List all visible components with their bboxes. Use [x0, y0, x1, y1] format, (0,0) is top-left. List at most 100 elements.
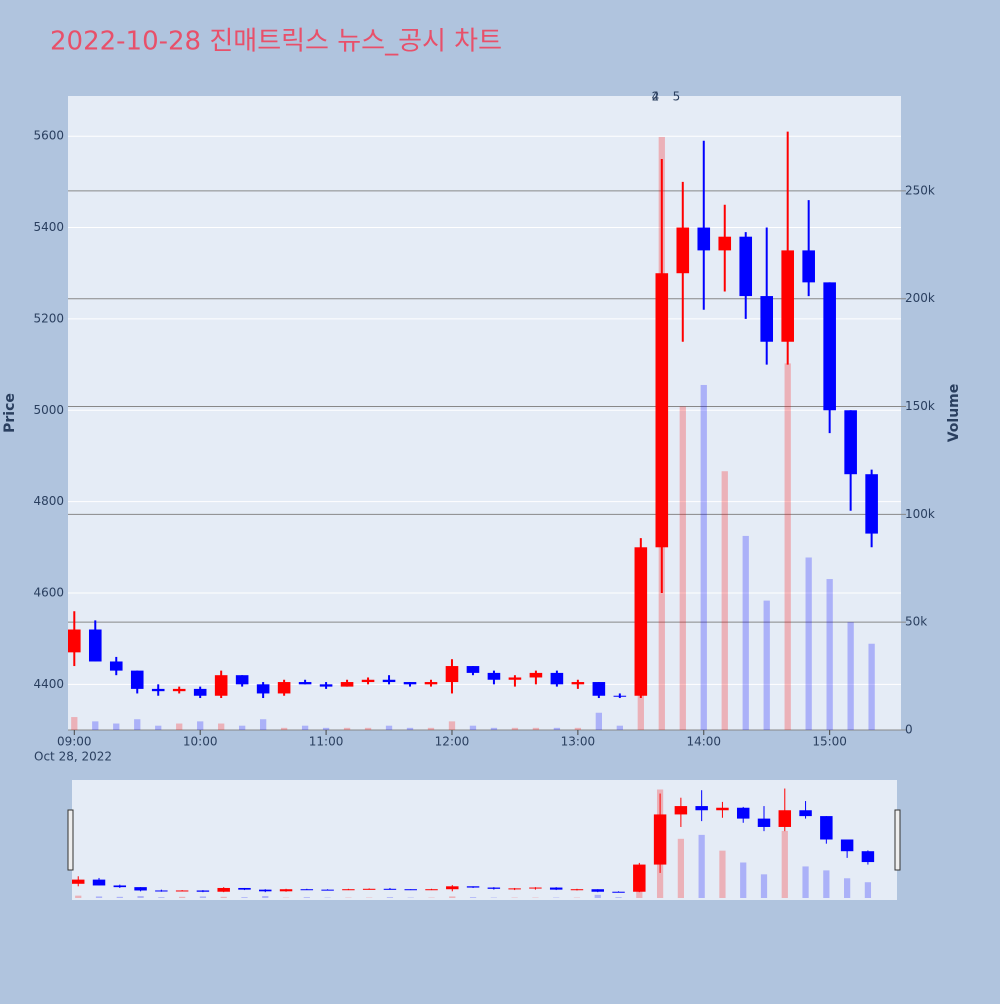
volume-bar	[344, 728, 350, 730]
candle-body	[194, 689, 207, 696]
volume-bar	[470, 726, 476, 730]
candle-body	[341, 682, 354, 687]
y-tick-label: 5400	[33, 220, 64, 234]
slider-candle-body	[155, 890, 167, 891]
candle-body	[236, 675, 249, 684]
slider-candle-body	[467, 886, 479, 887]
volume-bar	[764, 601, 770, 730]
candle-body	[739, 237, 752, 296]
candle-body	[257, 684, 270, 693]
volume-bar	[218, 724, 224, 730]
candle-body	[760, 296, 773, 342]
slider-candle-body	[654, 814, 666, 864]
slider-candle-body	[592, 889, 604, 892]
slider-candle-body	[404, 889, 416, 890]
candle-body	[614, 696, 627, 697]
slider-candle-body	[675, 806, 687, 814]
candle-body	[509, 677, 522, 679]
slider-candle-body	[342, 889, 354, 890]
y-tick-label: 4400	[33, 677, 64, 691]
volume-bar	[491, 728, 497, 730]
volume-bar	[743, 536, 749, 730]
slider-candle-body	[529, 888, 541, 889]
y2-tick-label: 50k	[905, 615, 927, 629]
candle-body	[173, 689, 186, 691]
candle-body	[152, 689, 165, 691]
candle-body	[488, 673, 501, 680]
x-tick-label: 14:00	[686, 735, 721, 749]
slider-volume-bar	[449, 896, 455, 898]
slider-volume-bar	[387, 897, 393, 898]
x-tick-label: 13:00	[561, 735, 596, 749]
volume-bar	[827, 579, 833, 730]
slider-volume-bar	[823, 870, 829, 898]
candle-body	[676, 228, 689, 274]
slider-candle-body	[571, 889, 583, 890]
slider-candle-body	[363, 889, 375, 890]
slider-candle-body	[238, 888, 250, 890]
slider-volume-bar	[262, 896, 268, 898]
slider-candle-body	[217, 888, 229, 892]
slider-candle-body	[301, 889, 313, 890]
slider-candle-body	[280, 889, 292, 891]
slider-volume-bar	[699, 835, 705, 898]
slider-volume-bar	[241, 897, 247, 898]
x-tick-label: 09:00	[57, 735, 92, 749]
slider-volume-bar	[221, 897, 227, 898]
candle-body	[362, 680, 375, 682]
volume-bar	[868, 644, 874, 730]
slider-volume-bar	[719, 851, 725, 898]
slider-volume-bar	[304, 897, 310, 898]
x-tick-label: 10:00	[183, 735, 218, 749]
volume-bar	[722, 471, 728, 730]
slider-candle-body	[550, 888, 562, 890]
slider-candle-body	[321, 890, 333, 891]
slider-candle-body	[779, 810, 791, 827]
volume-bar	[680, 407, 686, 730]
volume-bar	[134, 719, 140, 730]
slider-candle-body	[197, 890, 209, 891]
range-handle[interactable]	[68, 810, 73, 870]
chart-title: 2022-10-28 진매트릭스 뉴스_공시 차트	[50, 27, 502, 57]
volume-bar	[260, 719, 266, 730]
candle-body	[635, 547, 648, 695]
volume-bar	[197, 721, 203, 730]
slider-volume-bar	[200, 896, 206, 898]
volume-bar	[428, 728, 434, 730]
volume-bar	[554, 728, 560, 730]
y2-tick-label: 0	[905, 723, 913, 737]
slider-volume-bar	[782, 831, 788, 898]
slider-candle-body	[758, 819, 770, 827]
x-tick-label: 15:00	[812, 735, 847, 749]
candle-body	[718, 237, 731, 251]
slider-candle-body	[799, 810, 811, 816]
candle-body	[89, 630, 102, 662]
volume-bar	[323, 728, 329, 730]
slider-volume-bar	[158, 897, 164, 898]
x-date-label: Oct 28, 2022	[34, 750, 112, 764]
y2-tick-label: 200k	[905, 291, 935, 305]
slider-volume-bar	[137, 896, 143, 898]
x-tick-label: 12:00	[435, 735, 470, 749]
volume-bar	[71, 717, 77, 730]
range-slider[interactable]	[72, 780, 897, 900]
candle-body	[802, 250, 815, 282]
slider-candle-body	[93, 880, 105, 886]
volume-bar	[176, 724, 182, 730]
range-handle[interactable]	[895, 810, 900, 870]
candle-body	[572, 682, 585, 684]
slider-volume-bar	[75, 896, 81, 898]
candle-body	[68, 630, 81, 653]
candle-body	[215, 675, 228, 696]
volume-bar	[785, 363, 791, 730]
volume-bar	[701, 385, 707, 730]
slider-volume-bar	[179, 897, 185, 898]
slider-candle-body	[862, 851, 874, 862]
candle-body	[383, 680, 396, 682]
slider-candle-body	[176, 890, 188, 891]
slider-volume-bar	[844, 878, 850, 898]
slider-volume-bar	[678, 839, 684, 898]
candle-body	[320, 684, 333, 686]
volume-bar	[386, 726, 392, 730]
